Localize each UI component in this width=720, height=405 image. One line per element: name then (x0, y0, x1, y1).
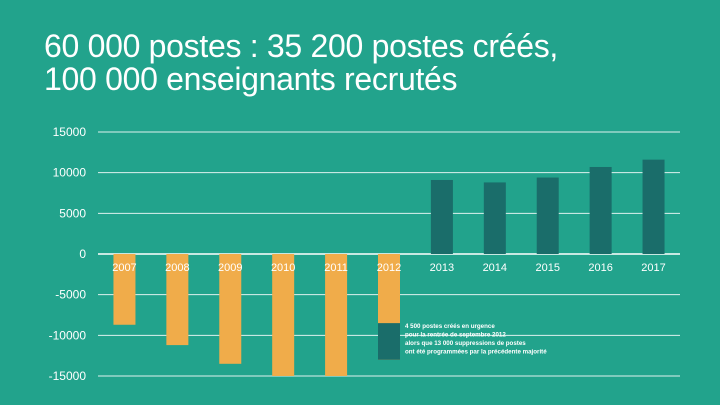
y-tick-label: 0 (79, 247, 86, 261)
y-axis-ticks: 15000 10000 5000 0 -5000 -10000 -15000 (49, 125, 87, 383)
x-tick-label: 2009 (218, 262, 242, 274)
annotation-line: alors que 13 000 suppressions de postes (405, 340, 526, 347)
x-axis-labels: 2007 2008 2009 2010 2011 2012 2013 2014 2015 2016… (112, 262, 666, 274)
bar-2013 (430, 179, 453, 254)
title-line-2: 100 000 enseignants recrutés (44, 61, 458, 97)
bar-2007 (113, 254, 136, 325)
bar-2009 (219, 254, 242, 364)
bar-2008 (166, 254, 189, 346)
grid-lines (98, 131, 680, 377)
bar-2016 (589, 166, 612, 254)
x-tick-label: 2008 (165, 262, 189, 274)
x-tick-label: 2014 (483, 262, 507, 274)
bar-2010 (272, 254, 295, 376)
y-tick-label: -10000 (49, 328, 87, 342)
bar-2017 (642, 159, 665, 254)
bars (113, 159, 665, 376)
y-tick-label: 10000 (53, 166, 87, 180)
x-tick-label: 2011 (324, 262, 348, 274)
y-tick-label: 5000 (59, 206, 86, 220)
bar-2015 (536, 177, 559, 254)
annotation-line: ont été programmées par la précédente ma… (405, 348, 547, 355)
y-tick-label: -5000 (55, 288, 86, 302)
x-tick-label: 2007 (112, 262, 136, 274)
x-tick-label: 2016 (588, 262, 612, 274)
y-tick-label: 15000 (53, 125, 87, 139)
bar-2012-overlay (378, 323, 400, 360)
x-tick-label: 2017 (641, 262, 665, 274)
bar-2014 (483, 182, 506, 254)
y-tick-label: -15000 (49, 369, 87, 383)
page-title: 60 000 postes : 35 200 postes créés, 100… (44, 30, 558, 96)
annotation-line: 4 500 postes créés en urgence (405, 323, 495, 330)
annotation: 4 500 postes créés en urgence pour la ren… (405, 323, 547, 355)
x-tick-label: 2010 (271, 262, 295, 274)
x-tick-label: 2015 (535, 262, 559, 274)
annotation-line: pour la rentrée de septembre 2012 (405, 332, 506, 339)
title-line-1: 60 000 postes : 35 200 postes créés, (44, 28, 558, 64)
x-tick-label: 2012 (377, 262, 401, 274)
bar-2011 (325, 254, 348, 376)
x-tick-label: 2013 (430, 262, 454, 274)
